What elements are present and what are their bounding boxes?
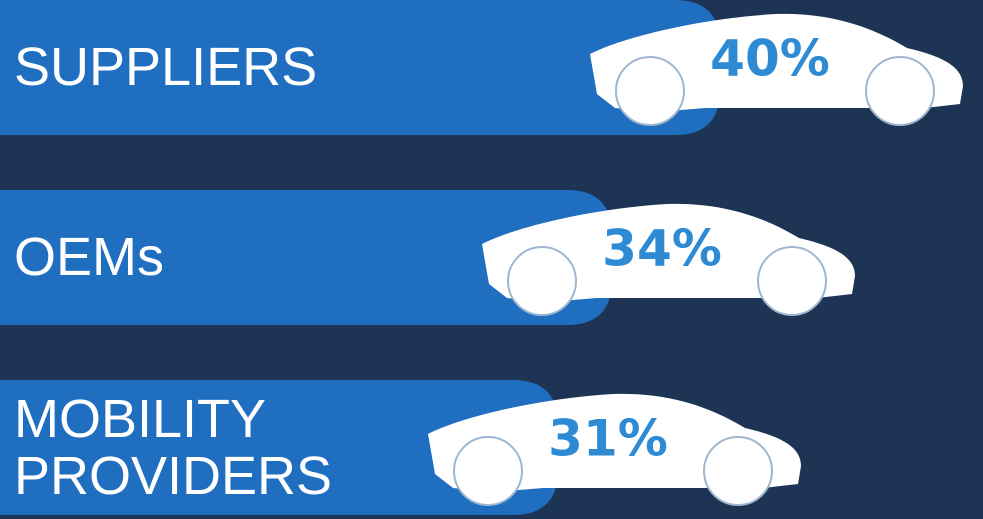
- category-label: MOBILITY PROVIDERS: [14, 380, 344, 515]
- car-wheel: [616, 57, 684, 125]
- car-wheel: [866, 57, 934, 125]
- car-wheel: [758, 247, 826, 315]
- car-wheel: [454, 437, 522, 505]
- category-label: OEMs: [14, 190, 344, 325]
- value-label: 40%: [710, 30, 830, 88]
- category-label: SUPPLIERS: [14, 0, 344, 135]
- infographic: 40% 34% 31% SUPPLIERS OEMs MOBILITY PROVIDER…: [0, 0, 983, 519]
- car-wheel: [704, 437, 772, 505]
- car-wheel: [508, 247, 576, 315]
- value-label: 31%: [548, 410, 668, 468]
- value-label: 34%: [602, 220, 722, 278]
